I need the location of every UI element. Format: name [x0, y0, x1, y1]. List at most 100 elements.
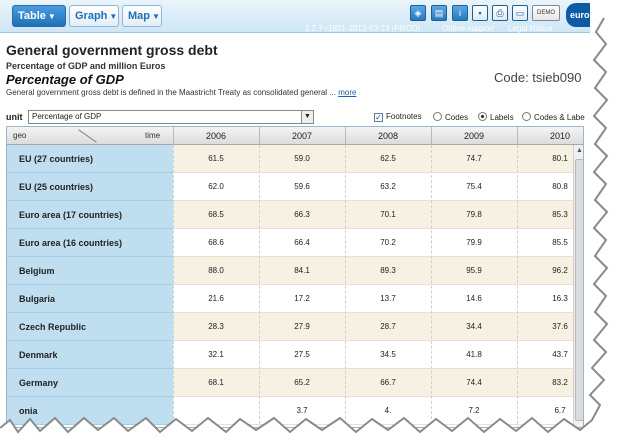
- table-cell[interactable]: 75.4: [466, 182, 482, 191]
- table-cell[interactable]: 17.2: [294, 294, 310, 303]
- online-support-link[interactable]: Online support: [442, 24, 495, 33]
- table-cell[interactable]: 27.9: [294, 322, 310, 331]
- geo-header[interactable]: geo: [13, 131, 27, 140]
- table-cell[interactable]: 41.8: [466, 350, 482, 359]
- scroll-up-icon[interactable]: ▲: [576, 147, 583, 154]
- codes-radio[interactable]: [433, 112, 442, 121]
- row-label[interactable]: EU (27 countries): [7, 145, 173, 173]
- table-cell[interactable]: 62.5: [380, 154, 396, 163]
- table-cell[interactable]: 66.3: [294, 210, 310, 219]
- table-row: 21.6 17.2 13.7 14.6 16.3: [173, 285, 583, 313]
- codes-labels-radio[interactable]: [522, 112, 531, 121]
- table-cell[interactable]: 3.7: [296, 406, 308, 415]
- table-header: geo time 2006 2007 2008 2009 2010: [7, 127, 583, 145]
- table-cell[interactable]: 74.7: [466, 154, 482, 163]
- year-header[interactable]: 2006: [205, 131, 227, 141]
- table-cell[interactable]: 21.6: [208, 294, 224, 303]
- table-cell[interactable]: 13.7: [380, 294, 396, 303]
- unit-select-value: Percentage of GDP: [32, 112, 102, 121]
- table-cell[interactable]: 88.0: [208, 266, 224, 275]
- column-divider: [345, 127, 346, 145]
- year-header[interactable]: 2010: [549, 131, 571, 141]
- chevron-down-icon[interactable]: ▼: [301, 111, 313, 123]
- demo-button[interactable]: DEMO: [532, 5, 560, 21]
- table-view-icon[interactable]: ▤: [431, 5, 447, 21]
- labels-radio[interactable]: [478, 112, 487, 121]
- codes-option[interactable]: Codes: [433, 112, 468, 123]
- table-cell[interactable]: 70.1: [380, 210, 396, 219]
- folder-icon[interactable]: ▭: [512, 5, 528, 21]
- table-cell[interactable]: 89.3: [380, 266, 396, 275]
- table-cell[interactable]: 68.6: [208, 238, 224, 247]
- chevron-down-icon: ▼: [109, 12, 118, 21]
- table-cell[interactable]: 63.2: [380, 182, 396, 191]
- table-cell[interactable]: 61.5: [208, 154, 224, 163]
- column-divider: [517, 127, 518, 145]
- table-cell[interactable]: 59.0: [294, 154, 310, 163]
- unit-title: Percentage of GDP: [6, 72, 124, 87]
- row-label[interactable]: Denmark: [7, 341, 173, 369]
- table-cell[interactable]: 65.2: [294, 378, 310, 387]
- column-gridline: [431, 145, 432, 427]
- table-cell[interactable]: 68.5: [208, 210, 224, 219]
- description-text: General government gross debt is defined…: [6, 88, 336, 97]
- table-row: 61.5 59.0 62.5 74.7 80.1: [173, 145, 583, 173]
- row-label[interactable]: Euro area (16 countries): [7, 229, 173, 257]
- row-label[interactable]: Euro area (17 countries): [7, 201, 173, 229]
- version-bar: 2.2.7-r1821-2012-03-13 (PROD) Online sup…: [0, 24, 590, 34]
- table-row: 68.6 66.4 70.2 79.9 85.5: [173, 229, 583, 257]
- table-cell[interactable]: 32.1: [208, 350, 224, 359]
- table-cell[interactable]: 70.2: [380, 238, 396, 247]
- table-cell[interactable]: 27.5: [294, 350, 310, 359]
- year-header[interactable]: 2007: [291, 131, 313, 141]
- table-cell[interactable]: 79.9: [466, 238, 482, 247]
- year-header[interactable]: 2008: [377, 131, 399, 141]
- more-link[interactable]: more: [338, 88, 357, 97]
- table-cell[interactable]: 14.6: [466, 294, 482, 303]
- unit-select[interactable]: Percentage of GDP ▼: [28, 110, 314, 124]
- table-cell[interactable]: 59.6: [294, 182, 310, 191]
- row-label[interactable]: Belgium: [7, 257, 173, 285]
- table-cell[interactable]: 62.0: [208, 182, 224, 191]
- table-cell[interactable]: 74.4: [466, 378, 482, 387]
- page-subtitle: Percentage of GDP and million Euros: [6, 61, 166, 71]
- table-cell[interactable]: 68.1: [208, 378, 224, 387]
- row-label[interactable]: onia: [7, 397, 173, 425]
- row-label[interactable]: Bulgaria: [7, 285, 173, 313]
- table-cell[interactable]: 34.4: [466, 322, 482, 331]
- page-title: General government gross debt: [6, 42, 218, 58]
- table-cell[interactable]: 28.7: [380, 322, 396, 331]
- footnotes-option[interactable]: ✓ Footnotes: [374, 112, 422, 122]
- top-toolbar: Table ▼ Graph ▼ Map ▼ ◈ ▤ i ▪ ⎙ ▭ DEMO euro…: [0, 0, 590, 33]
- year-header[interactable]: 2009: [463, 131, 485, 141]
- legal-notice-link[interactable]: Legal Notice: [508, 24, 553, 33]
- table-cell[interactable]: 28.3: [208, 322, 224, 331]
- codes-labels-option[interactable]: Codes & Labe: [522, 112, 585, 123]
- bookmark-icon[interactable]: ◈: [410, 5, 426, 21]
- table-cell[interactable]: 34.5: [380, 350, 396, 359]
- app-window: Table ▼ Graph ▼ Map ▼ ◈ ▤ i ▪ ⎙ ▭ DEMO euro…: [0, 0, 590, 428]
- row-label[interactable]: EU (25 countries): [7, 173, 173, 201]
- row-label[interactable]: Czech Republic: [7, 313, 173, 341]
- footnotes-checkbox[interactable]: ✓: [374, 113, 383, 122]
- info-icon[interactable]: i: [452, 5, 468, 21]
- row-label[interactable]: Germany: [7, 369, 173, 397]
- table-cell[interactable]: 66.7: [380, 378, 396, 387]
- table-row: 68.1 65.2 66.7 74.4 83.2: [173, 369, 583, 397]
- save-icon[interactable]: ▪: [472, 5, 488, 21]
- version-text: 2.2.7-r1821-2012-03-13 (PROD): [305, 24, 421, 33]
- table-cell[interactable]: 84.1: [294, 266, 310, 275]
- table-cell[interactable]: 66.4: [294, 238, 310, 247]
- table-cell[interactable]: 95.9: [466, 266, 482, 275]
- scrollbar-thumb[interactable]: [575, 159, 583, 421]
- table-cell[interactable]: 79.8: [466, 210, 482, 219]
- vertical-scrollbar[interactable]: ▲: [573, 145, 583, 427]
- table-cell[interactable]: 4.: [384, 406, 392, 415]
- labels-option[interactable]: Labels: [478, 112, 514, 123]
- data-table: geo time 2006 2007 2008 2009 2010 EU (27 cou…: [6, 126, 584, 428]
- table-cell[interactable]: 7.2: [468, 406, 480, 415]
- print-icon[interactable]: ⎙: [492, 5, 508, 21]
- header-divider: [78, 129, 97, 143]
- time-header[interactable]: time: [145, 131, 161, 140]
- table-row: 32.1 27.5 34.5 41.8 43.7: [173, 341, 583, 369]
